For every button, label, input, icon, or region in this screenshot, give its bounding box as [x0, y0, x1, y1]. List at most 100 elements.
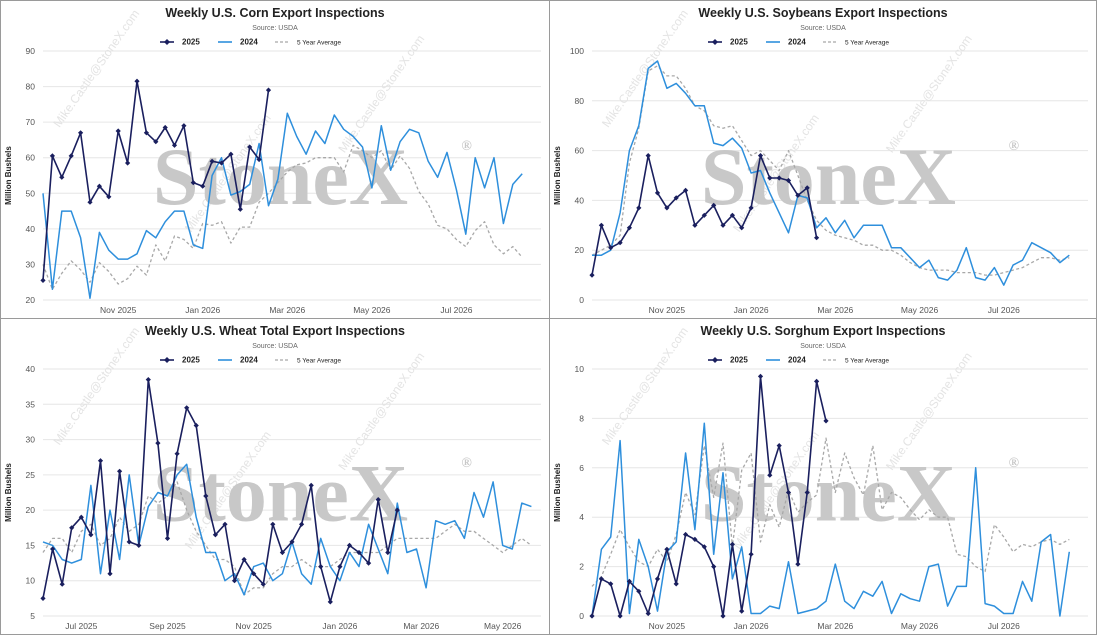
watermark-diagonal-text: Mike.Castle@StoneX.com	[599, 325, 691, 448]
data-point-2025	[117, 468, 123, 474]
x-tick-label: May 2026	[484, 621, 522, 631]
x-tick-label: Mar 2026	[817, 305, 853, 315]
chart-subtitle: Source: USDA	[252, 343, 298, 350]
x-tick-label: May 2026	[901, 621, 939, 631]
data-point-2025	[145, 377, 151, 383]
y-tick-label: 40	[26, 364, 36, 374]
chart-subtitle: Source: USDA	[800, 25, 846, 32]
x-tick-label: Nov 2025	[649, 305, 686, 315]
y-tick-label: 80	[26, 82, 36, 92]
data-point-2025	[125, 160, 131, 166]
data-point-2025	[589, 272, 595, 278]
y-tick-label: 20	[26, 505, 36, 515]
data-point-2025	[126, 539, 132, 545]
y-tick-label: 40	[575, 195, 585, 205]
legend: 2025 2024 5 Year Average	[160, 356, 341, 365]
watermark: Mike.Castle@StoneX.comMike.Castle@StoneX…	[50, 7, 472, 235]
data-point-2025	[171, 142, 178, 148]
data-point-2025	[134, 78, 140, 84]
y-tick-label: 30	[26, 435, 36, 445]
data-point-2025	[49, 153, 55, 159]
data-point-2025	[260, 581, 266, 587]
watermark-registered: ®	[1009, 139, 1020, 154]
data-point-2025	[673, 581, 679, 587]
legend-label-2025: 2025	[182, 356, 200, 365]
data-point-2025	[59, 581, 65, 587]
data-point-2025	[78, 514, 84, 520]
y-tick-label: 30	[26, 259, 36, 269]
data-point-2025	[115, 128, 121, 134]
y-tick-label: 20	[575, 245, 585, 255]
chart-title: Weekly U.S. Wheat Total Export Inspectio…	[145, 324, 405, 338]
data-point-2025	[337, 564, 343, 570]
y-tick-label: 60	[575, 146, 585, 156]
data-point-2025	[654, 576, 661, 582]
data-point-2025	[767, 175, 773, 181]
series-line-2024	[42, 112, 523, 299]
data-point-2025	[701, 212, 707, 218]
data-point-2025	[203, 493, 209, 499]
y-tick-label: 90	[26, 46, 36, 56]
corn-chart-svg: Weekly U.S. Corn Export Inspections Sourc…	[4, 6, 541, 315]
data-point-2025	[162, 124, 168, 131]
y-axis-label: Million Bushels	[553, 463, 562, 522]
legend-label-2025: 2025	[730, 356, 748, 365]
y-tick-label: 8	[579, 413, 584, 423]
y-tick-label: 4	[579, 512, 584, 522]
data-point-2025	[200, 183, 206, 189]
data-point-2025	[757, 153, 764, 159]
legend-marker-2025	[164, 39, 170, 45]
chart-title: Weekly U.S. Corn Export Inspections	[165, 6, 384, 20]
x-tick-label: Jul 2026	[440, 305, 472, 315]
data-point-2025	[190, 180, 196, 186]
series-line-2024	[42, 463, 532, 596]
y-tick-label: 40	[26, 224, 36, 234]
data-point-2025	[748, 551, 754, 557]
data-point-2025	[181, 123, 187, 129]
y-tick-label: 50	[26, 188, 36, 198]
x-tick-label: Jul 2026	[988, 621, 1020, 631]
data-point-2025	[155, 440, 161, 446]
legend-label-5-year-average: 5 Year Average	[297, 358, 341, 365]
wheat-chart-panel: Weekly U.S. Wheat Total Export Inspectio…	[0, 318, 550, 635]
x-tick-label: Nov 2025	[235, 621, 272, 631]
data-point-2025	[218, 160, 225, 166]
data-point-2025	[385, 549, 391, 556]
legend-label-2024: 2024	[240, 38, 258, 47]
y-tick-label: 10	[575, 364, 585, 374]
data-point-2025	[153, 139, 159, 145]
x-tick-label: Mar 2026	[269, 305, 305, 315]
data-point-2025	[222, 521, 228, 527]
y-tick-label: 60	[26, 153, 36, 163]
x-tick-label: Nov 2025	[649, 621, 686, 631]
data-point-2025	[757, 373, 764, 379]
data-point-2025	[711, 202, 717, 208]
data-point-2025	[598, 576, 604, 582]
y-axis-label: Million Bushels	[4, 463, 13, 522]
data-point-2025	[720, 222, 726, 228]
sorghum-chart-panel: Weekly U.S. Sorghum Export Inspections So…	[549, 318, 1097, 635]
watermark-registered: ®	[1009, 456, 1020, 471]
chart-title: Weekly U.S. Soybeans Export Inspections	[698, 6, 947, 20]
data-point-2025	[96, 183, 102, 189]
legend-label-2025: 2025	[182, 38, 200, 47]
legend-marker-2025	[712, 357, 718, 363]
x-tick-label: Mar 2026	[403, 621, 439, 631]
x-tick-label: Jul 2025	[65, 621, 97, 631]
legend-marker-2025	[164, 357, 170, 363]
y-tick-label: 20	[26, 295, 36, 305]
data-point-2025	[50, 546, 56, 552]
y-tick-label: 10	[26, 576, 36, 586]
data-point-2025	[739, 225, 745, 231]
data-point-2025	[636, 205, 642, 211]
data-point-2025	[247, 144, 253, 150]
legend-label-2025: 2025	[730, 38, 748, 47]
x-tick-label: Jul 2026	[988, 305, 1020, 315]
series-line-2024	[591, 422, 1071, 617]
y-tick-label: 15	[26, 540, 36, 550]
data-point-2025	[608, 245, 614, 251]
data-point-2025	[78, 130, 84, 136]
data-point-2025	[664, 546, 670, 552]
data-point-2025	[654, 190, 661, 196]
watermark-brand: StoneX	[153, 448, 408, 539]
